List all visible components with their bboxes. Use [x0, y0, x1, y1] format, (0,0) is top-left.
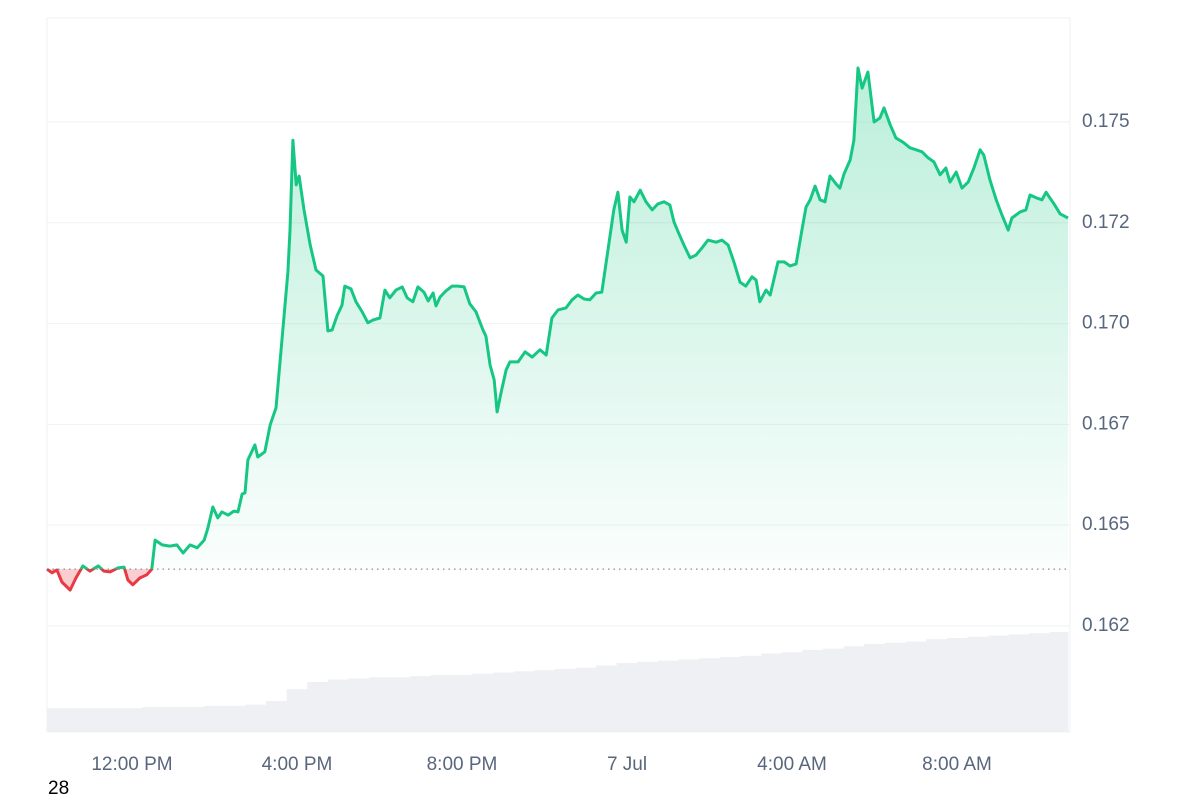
price-area — [47, 68, 1068, 591]
price-line — [46, 66, 1069, 592]
x-tick-label: 4:00 AM — [757, 754, 827, 775]
volume-bar — [905, 641, 927, 732]
volume-bar — [245, 704, 267, 732]
volume-bar — [142, 707, 164, 732]
volume-bar — [843, 646, 865, 732]
volume-bar — [657, 660, 680, 732]
volume-bar — [884, 642, 906, 732]
x-tick-label: 7 Jul — [607, 754, 647, 775]
volume-bar — [224, 705, 246, 732]
volume-bar — [286, 689, 308, 732]
volume-bar — [47, 708, 61, 732]
volume-bar — [327, 679, 350, 732]
volume-bar — [637, 661, 659, 732]
volume-bar — [802, 649, 824, 732]
x-tick-label: 8:00 AM — [922, 754, 992, 775]
y-tick-label: 0.175 — [1082, 111, 1130, 132]
volume-bar — [946, 637, 968, 732]
plot: 0.162 0.165 0.167 0.170 0.172 0.175 12:00 PM 4:… — [46, 66, 1130, 775]
volume-bar — [369, 677, 391, 732]
volume-bar — [80, 708, 102, 732]
volume-bar — [1029, 633, 1051, 732]
volume-bar — [472, 673, 494, 732]
volume-bar — [596, 665, 618, 732]
volume-bar — [307, 682, 329, 732]
volume-bar — [59, 708, 81, 732]
volume-bar — [1008, 634, 1030, 732]
volume-bar — [761, 653, 783, 732]
volume-bar — [101, 708, 123, 732]
volume-bar — [554, 668, 576, 732]
y-tick-label: 0.162 — [1082, 615, 1130, 636]
volume-bar — [513, 671, 535, 732]
volume-bar — [492, 672, 515, 732]
volume-bar — [678, 659, 700, 732]
volume-bar — [987, 635, 1010, 732]
volume-bar — [740, 655, 762, 732]
volume-bar — [266, 701, 288, 732]
volume-bar — [121, 708, 143, 732]
volume-bar — [183, 707, 205, 732]
volume-bar — [967, 636, 989, 732]
y-tick-label: 0.167 — [1082, 413, 1130, 434]
y-tick-label: 0.170 — [1082, 313, 1130, 334]
volume-bar — [575, 667, 597, 732]
volume-bar — [1049, 632, 1069, 732]
volume-bar — [410, 676, 432, 732]
volume-bar — [204, 705, 226, 732]
y-tick-label: 0.165 — [1082, 514, 1130, 535]
volume-bar — [864, 643, 886, 732]
volume-bar — [534, 670, 556, 732]
y-tick-label: 0.172 — [1082, 212, 1130, 233]
volume-bar — [616, 662, 638, 732]
volume-bar — [348, 678, 370, 732]
volume-bar — [389, 677, 411, 732]
volume-bar — [719, 657, 741, 732]
volume-bar — [431, 674, 453, 732]
volume-bar — [699, 658, 721, 732]
footer-label: 28 — [48, 778, 69, 799]
volume-bar — [451, 674, 473, 732]
x-tick-label: 4:00 PM — [262, 754, 333, 775]
x-tick-label: 12:00 PM — [91, 754, 172, 775]
volume-bar — [926, 639, 948, 732]
volume-bar — [781, 652, 803, 732]
volume-bar — [822, 648, 845, 732]
x-tick-label: 8:00 PM — [427, 754, 498, 775]
volume-bar — [162, 707, 185, 732]
